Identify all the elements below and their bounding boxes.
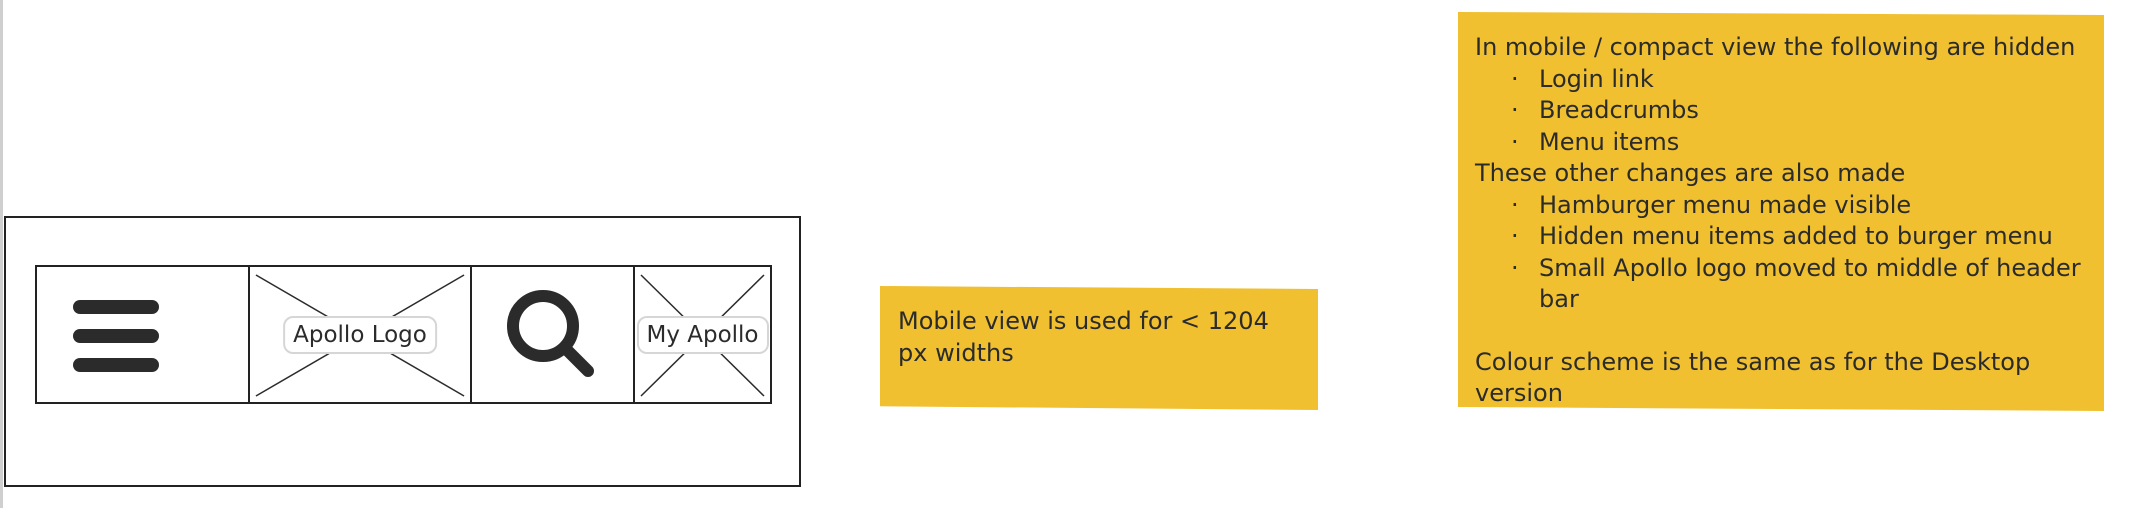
hamburger-cell[interactable]	[37, 267, 250, 402]
sticky-note-compact-view: In mobile / compact view the following a…	[1458, 12, 2104, 411]
list-item: Menu items	[1511, 127, 2087, 159]
spacer	[1475, 316, 2087, 347]
list-item: Small Apollo logo moved to middle of hea…	[1511, 253, 2087, 316]
compact-note-heading: In mobile / compact view the following a…	[1475, 33, 2076, 61]
sticky-note-mobile-view: Mobile view is used for < 1204 px widths	[880, 286, 1318, 410]
changes-list: Hamburger menu made visible Hidden menu …	[1475, 190, 2087, 316]
list-item: Hidden menu items added to burger menu	[1511, 221, 2087, 253]
list-item: Hamburger menu made visible	[1511, 190, 2087, 222]
mobile-frame	[4, 216, 801, 487]
hidden-items-list: Login link Breadcrumbs Menu items	[1475, 64, 2087, 159]
mobile-header-bar: Apollo Logo My Apollo	[35, 265, 772, 404]
list-item: Breadcrumbs	[1511, 95, 2087, 127]
my-apollo-label: My Apollo	[636, 315, 769, 354]
compact-note-footer: Colour scheme is the same as for the Des…	[1475, 347, 2031, 408]
hamburger-menu-icon[interactable]	[37, 267, 248, 402]
changes-heading: These other changes are also made	[1475, 159, 1906, 187]
list-item: Login link	[1511, 64, 2087, 96]
search-cell[interactable]	[472, 267, 635, 402]
mobile-note-text: Mobile view is used for < 1204 px widths	[898, 307, 1269, 367]
search-icon[interactable]	[472, 267, 633, 402]
apollo-logo-label: Apollo Logo	[283, 315, 437, 354]
left-edge-border	[0, 0, 3, 508]
my-apollo-cell[interactable]: My Apollo	[635, 267, 770, 402]
logo-cell[interactable]: Apollo Logo	[250, 267, 472, 402]
